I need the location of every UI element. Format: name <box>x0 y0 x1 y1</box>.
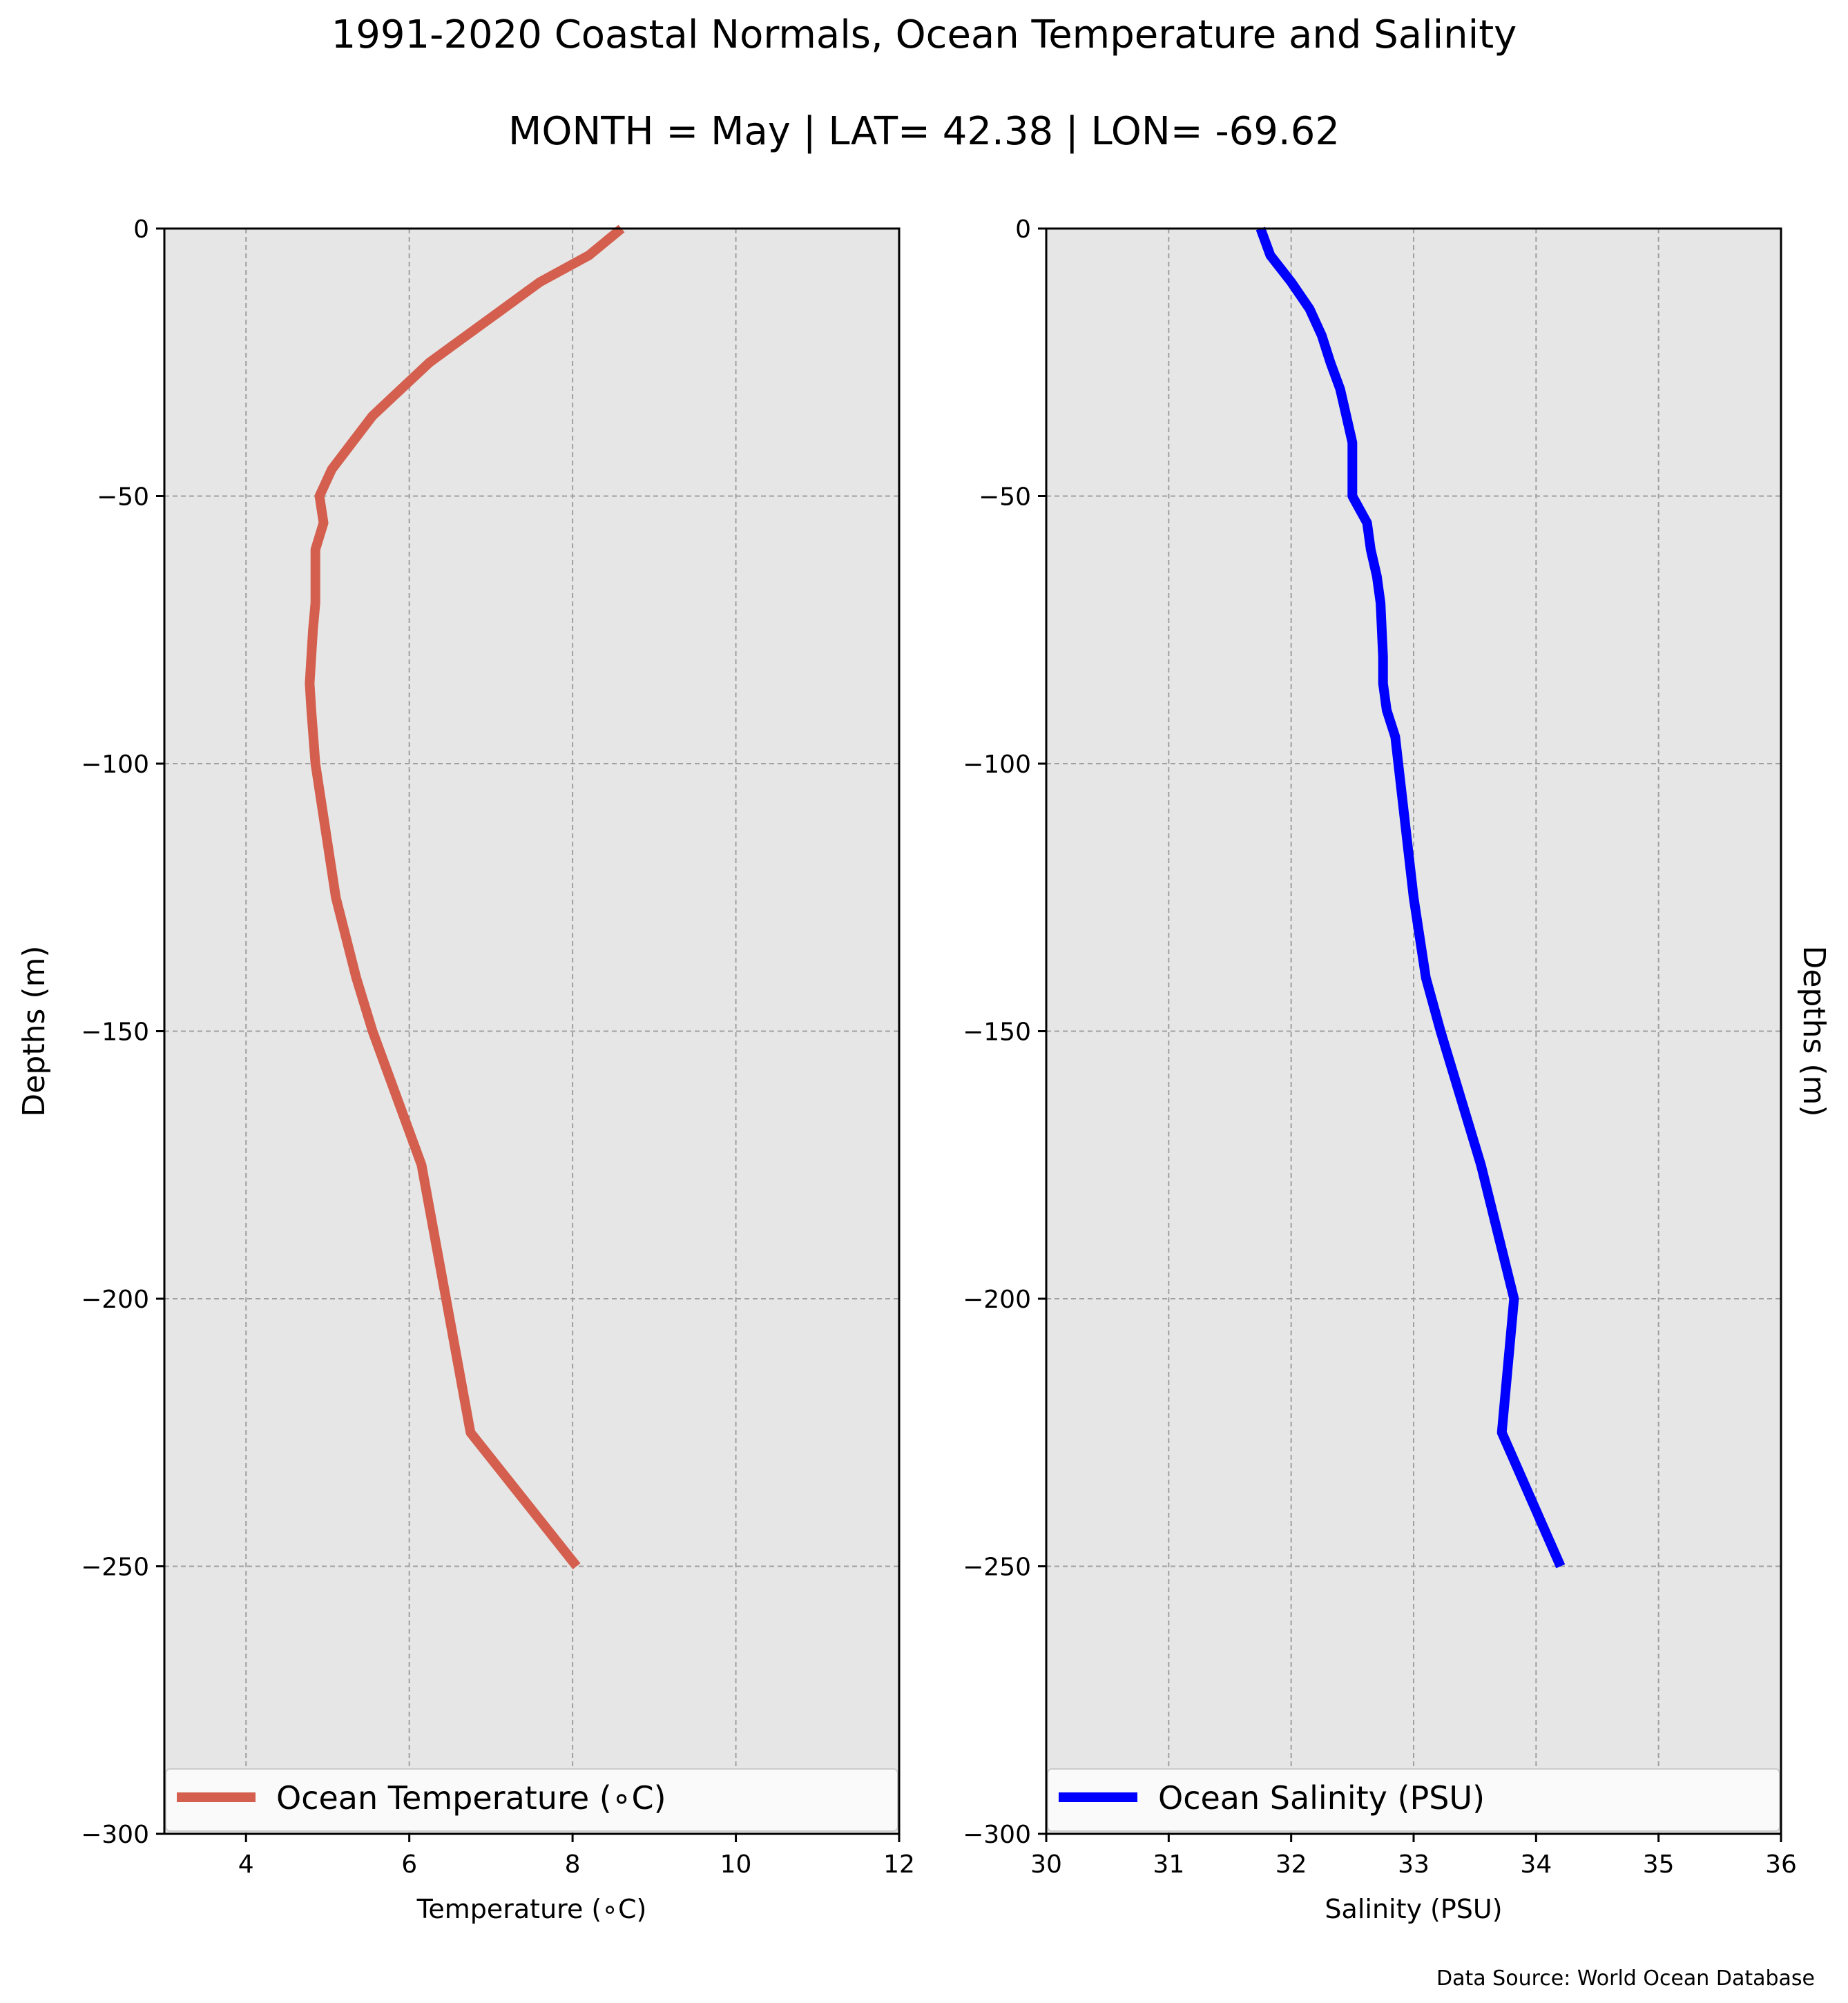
y-axis-label: Depths (m) <box>1796 945 1831 1116</box>
x-tick-label: 33 <box>1398 1850 1430 1879</box>
x-tick-label: 35 <box>1643 1850 1675 1879</box>
x-axis-label: Salinity (PSU) <box>1325 1894 1502 1924</box>
x-tick-label: 30 <box>1030 1850 1062 1879</box>
x-tick-label: 31 <box>1153 1850 1184 1879</box>
x-tick-label: 6 <box>401 1850 417 1879</box>
data-source-note: Data Source: World Ocean Database <box>1436 1966 1815 1991</box>
y-tick-label: −150 <box>81 1018 149 1047</box>
y-tick-label: −200 <box>963 1286 1031 1314</box>
x-tick-label: 12 <box>883 1850 915 1879</box>
legend-box <box>165 1768 898 1832</box>
legend-label: Ocean Temperature (∘C) <box>276 1779 666 1817</box>
y-tick-label: −250 <box>963 1554 1031 1582</box>
y-axis-label: Depths (m) <box>17 945 52 1116</box>
x-tick-label: 10 <box>720 1850 752 1879</box>
legend-label: Ocean Salinity (PSU) <box>1158 1779 1485 1817</box>
y-tick-label: −100 <box>963 751 1031 779</box>
y-tick-label: −300 <box>963 1821 1031 1849</box>
y-tick-label: 0 <box>133 215 149 244</box>
x-tick-label: 36 <box>1765 1850 1797 1879</box>
figure-title: 1991-2020 Coastal Normals, Ocean Tempera… <box>331 12 1517 57</box>
y-tick-label: −300 <box>81 1821 149 1849</box>
legend: Ocean Salinity (PSU) <box>1047 1768 1780 1832</box>
x-tick-label: 8 <box>565 1850 581 1879</box>
x-tick-label: 32 <box>1276 1850 1307 1879</box>
x-tick-label: 34 <box>1520 1850 1552 1879</box>
y-tick-label: −100 <box>81 751 149 779</box>
x-tick-label: 4 <box>238 1850 254 1879</box>
series-line <box>1255 226 1566 1569</box>
y-tick-label: 0 <box>1015 215 1031 244</box>
figure-subtitle: MONTH = May | LAT= 42.38 | LON= -69.62 <box>508 109 1340 154</box>
y-tick-label: −250 <box>81 1554 149 1582</box>
y-tick-label: −200 <box>81 1286 149 1314</box>
y-tick-label: −50 <box>979 483 1031 512</box>
x-axis-label: Temperature (∘C) <box>416 1894 647 1924</box>
series-line <box>305 224 625 1569</box>
y-tick-label: −150 <box>963 1018 1031 1047</box>
y-tick-label: −50 <box>97 483 149 512</box>
salinity-chart: Ocean Salinity (PSU) 0 −50 −100 −150 −200 −250… <box>963 215 1831 1924</box>
temperature-chart: Ocean Temperature (∘C) 0 −50 −100 −150 −200 −2… <box>17 215 915 1924</box>
legend: Ocean Temperature (∘C) <box>165 1768 898 1832</box>
legend-box <box>1047 1768 1780 1832</box>
